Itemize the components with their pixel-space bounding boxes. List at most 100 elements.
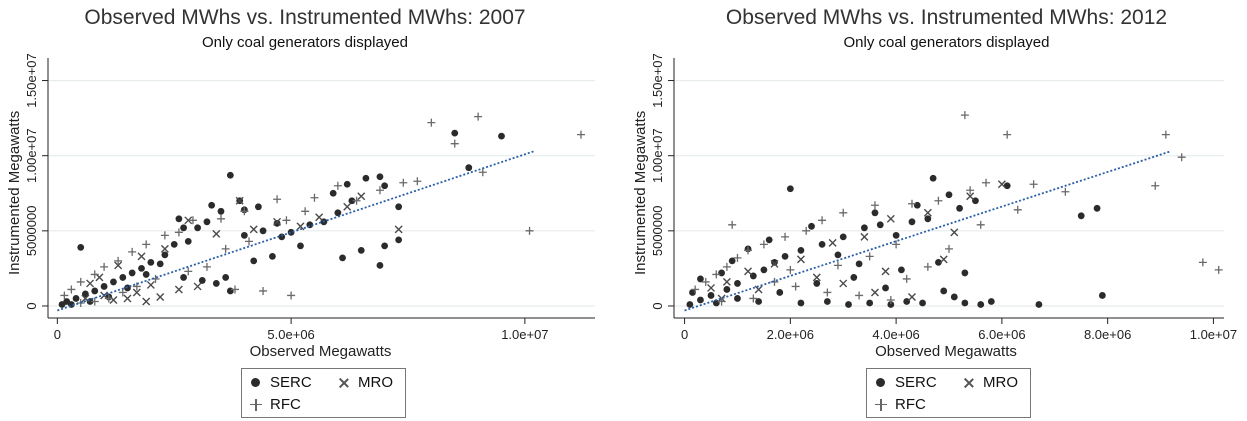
data-point-serc (329, 189, 337, 197)
data-point-rfc (1013, 205, 1022, 214)
data-point-mro (923, 208, 932, 217)
data-point-serc (797, 299, 805, 307)
scatter-plot-2012: 0 5000000 1.00e+07 1.50e+07 0 2.0e+06 4.0e+06 6… (650, 53, 1237, 342)
data-point-serc (935, 258, 942, 266)
series-rfc (691, 111, 1223, 306)
data-point-serc (269, 252, 276, 260)
data-point-rfc (231, 285, 240, 294)
data-point-serc (343, 180, 351, 188)
data-point-rfc (282, 216, 291, 225)
data-point-serc (1035, 301, 1043, 308)
data-point-mro (754, 285, 763, 294)
data-point-mro (156, 292, 165, 301)
data-point-serc (156, 260, 164, 268)
data-point-rfc (576, 130, 585, 139)
data-point-rfc (701, 277, 710, 286)
data-point-serc (760, 266, 768, 274)
data-point-mro (828, 238, 837, 247)
cross-marker-icon (963, 377, 975, 389)
data-point-rfc (934, 196, 943, 205)
x-tick-label: 1.0e+07 (1190, 327, 1237, 342)
data-point-mro (184, 216, 193, 225)
data-point-serc (950, 293, 958, 301)
chart-subtitle: Only coal generators displayed (843, 34, 1050, 51)
data-point-mro (839, 279, 848, 288)
data-point-serc (250, 257, 258, 265)
y-tick-label: 0 (650, 302, 665, 309)
data-point-serc (765, 236, 773, 244)
data-point-rfc (886, 295, 895, 304)
data-point-mro (315, 213, 324, 222)
data-point-mro (997, 180, 1006, 189)
data-point-mro (81, 294, 90, 303)
data-point-rfc (259, 286, 268, 295)
data-point-mro (357, 192, 366, 201)
data-point-mro (174, 285, 183, 294)
data-point-serc (697, 275, 704, 283)
chart-title: Observed MWhs vs. Instrumented MWhs: 201… (725, 6, 1168, 29)
data-point-serc (734, 295, 741, 302)
data-point-serc (381, 242, 389, 250)
data-point-serc (908, 218, 916, 226)
data-point-rfc (1061, 187, 1070, 196)
x-tick-label: 2.0e+06 (767, 327, 814, 342)
data-point-serc (876, 221, 884, 229)
data-point-rfc (712, 270, 721, 279)
legend-item-mro: MRO (963, 374, 1018, 391)
data-point-serc (898, 266, 905, 274)
data-point-serc (723, 286, 731, 293)
data-point-serc (987, 298, 995, 305)
data-point-serc (82, 290, 89, 298)
data-point-serc (945, 191, 953, 199)
data-point-rfc (1161, 130, 1170, 139)
data-point-rfc (352, 196, 361, 205)
legend-item-rfc: RFC (250, 396, 301, 413)
data-point-serc (924, 215, 932, 223)
data-point-mro (137, 252, 146, 261)
x-tick-label: 1.0e+07 (501, 327, 548, 342)
data-point-serc (956, 204, 963, 212)
data-point-serc (1077, 212, 1085, 220)
data-point-serc (240, 231, 248, 239)
data-point-serc (259, 227, 267, 235)
cross-marker-icon (338, 377, 350, 389)
data-point-mro (907, 292, 916, 301)
data-point-mro (249, 225, 258, 234)
data-point-rfc (945, 244, 953, 253)
x-tick-label: 0 (54, 327, 61, 342)
data-point-mro (886, 214, 895, 223)
data-point-rfc (100, 262, 109, 271)
data-point-rfc (1198, 258, 1207, 267)
data-point-serc (376, 261, 384, 269)
legend-label-mro: MRO (358, 374, 393, 391)
data-point-serc (100, 283, 108, 290)
y-axis-label: Instrumented Megawatts (6, 110, 23, 275)
data-point-rfc (722, 262, 731, 271)
data-point-serc (498, 132, 505, 140)
data-point-serc (961, 299, 969, 307)
data-point-rfc (770, 277, 779, 286)
data-point-serc (977, 301, 985, 308)
data-point-rfc (474, 112, 483, 121)
data-point-serc (781, 252, 789, 260)
data-point-serc (755, 298, 763, 305)
data-point-serc (689, 289, 696, 296)
data-point-serc (718, 269, 725, 277)
legend-item-rfc: RFC (875, 396, 926, 413)
data-point-rfc (245, 237, 254, 246)
data-point-serc (940, 287, 948, 295)
data-point-rfc (1177, 153, 1186, 162)
data-point-mro (86, 279, 95, 288)
data-point-serc (226, 287, 234, 295)
data-point-rfc (923, 262, 932, 271)
data-point-rfc (114, 256, 123, 265)
data-point-serc (208, 201, 216, 209)
x-tick-label: 5.0e+06 (267, 327, 314, 342)
data-point-rfc (1214, 265, 1223, 274)
data-point-rfc (791, 282, 800, 291)
data-point-mro (95, 273, 104, 282)
data-point-rfc (67, 285, 76, 294)
data-point-rfc (833, 261, 842, 270)
data-point-serc (77, 243, 85, 251)
data-point-rfc (865, 252, 874, 261)
